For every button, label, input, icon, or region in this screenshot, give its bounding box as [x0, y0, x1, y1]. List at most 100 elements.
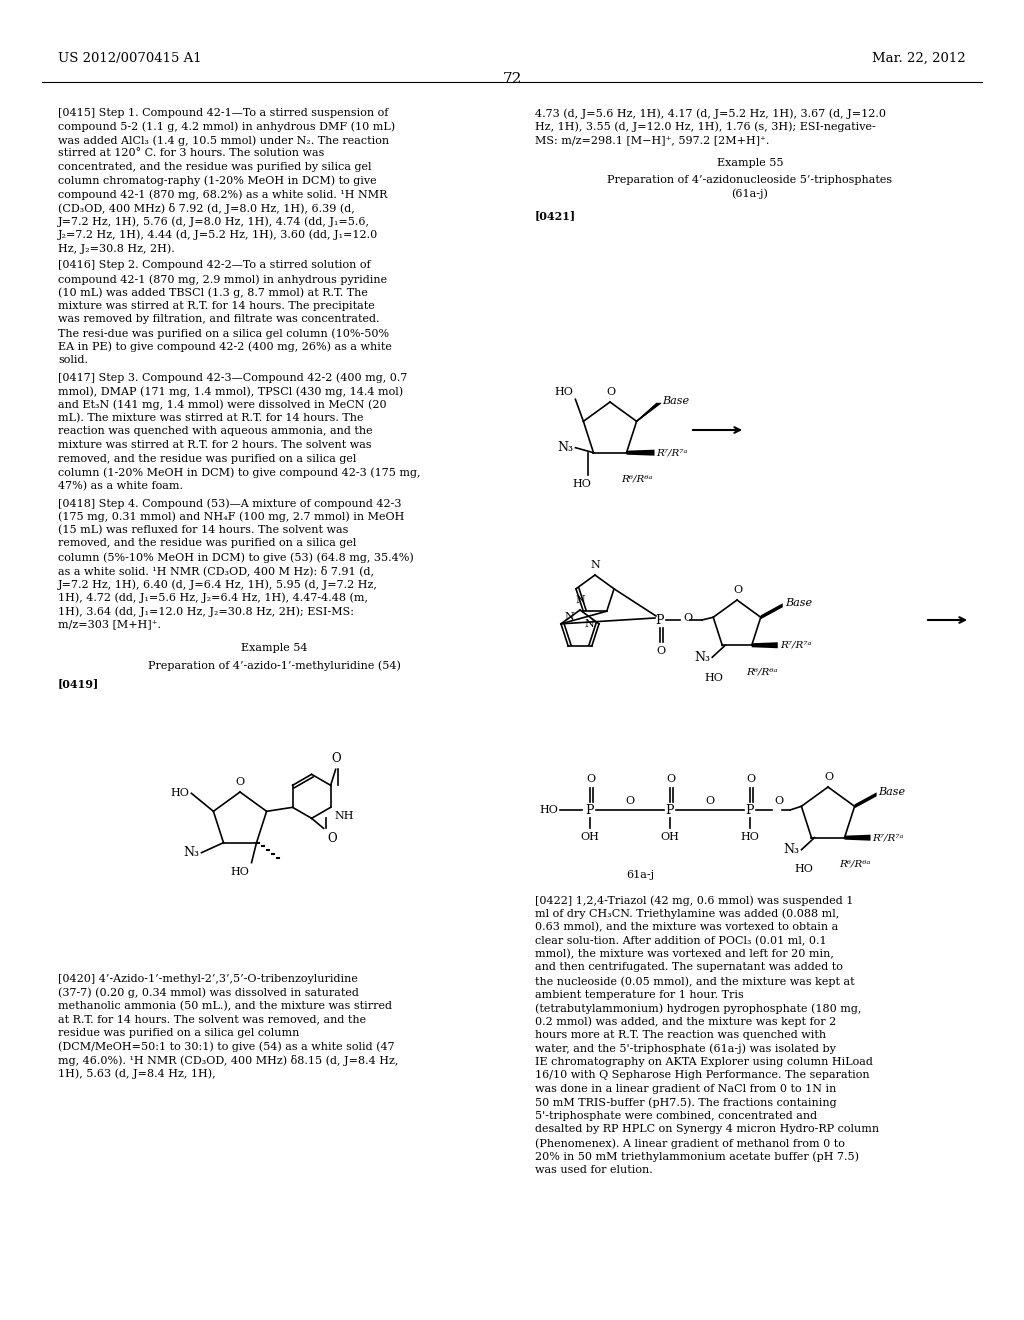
Text: mixture was stirred at R.T. for 2 hours. The solvent was: mixture was stirred at R.T. for 2 hours.… [58, 440, 372, 450]
Text: R⁷/R⁷ᵃ: R⁷/R⁷ᵃ [779, 640, 811, 649]
Text: 1H), 4.72 (dd, J₁=5.6 Hz, J₂=6.4 Hz, 1H), 4.47-4.48 (m,: 1H), 4.72 (dd, J₁=5.6 Hz, J₂=6.4 Hz, 1H)… [58, 593, 368, 603]
Text: 0.2 mmol) was added, and the mixture was kept for 2: 0.2 mmol) was added, and the mixture was… [535, 1016, 837, 1027]
Text: (Phenomenex). A linear gradient of methanol from 0 to: (Phenomenex). A linear gradient of metha… [535, 1138, 845, 1148]
Text: ml of dry CH₃CN. Triethylamine was added (0.088 ml,: ml of dry CH₃CN. Triethylamine was added… [535, 908, 840, 919]
Text: (tetrabutylammonium) hydrogen pyrophosphate (180 mg,: (tetrabutylammonium) hydrogen pyrophosph… [535, 1003, 861, 1014]
Text: desalted by RP HPLC on Synergy 4 micron Hydro-RP column: desalted by RP HPLC on Synergy 4 micron … [535, 1125, 880, 1134]
Text: Preparation of 4’-azidonucleoside 5’-triphosphates: Preparation of 4’-azidonucleoside 5’-tri… [607, 176, 893, 185]
Text: (CD₃OD, 400 M​Hz) δ 7.92 (d, J=8.0 Hz, 1H), 6.39 (d,: (CD₃OD, 400 M​Hz) δ 7.92 (d, J=8.0 Hz, 1… [58, 202, 354, 214]
Text: R⁷/R⁷ᵃ: R⁷/R⁷ᵃ [872, 833, 904, 842]
Text: 20% in 50 mM triethylammonium acetate buffer (pH 7.5): 20% in 50 mM triethylammonium acetate bu… [535, 1151, 859, 1162]
Text: HO: HO [794, 863, 813, 874]
Text: at R.T. for 14 hours. The solvent was removed, and the: at R.T. for 14 hours. The solvent was re… [58, 1014, 367, 1024]
Text: P: P [655, 614, 665, 627]
Text: [0421]: [0421] [535, 210, 577, 220]
Text: (37-7) (0.20 g, 0.34 mmol) was dissolved in saturated: (37-7) (0.20 g, 0.34 mmol) was dissolved… [58, 987, 358, 998]
Text: N: N [564, 612, 573, 623]
Text: 1H), 5.63 (d, J=8.4 Hz, 1H),: 1H), 5.63 (d, J=8.4 Hz, 1H), [58, 1068, 216, 1078]
Text: the nucleoside (0.05 mmol), and the mixture was kept at: the nucleoside (0.05 mmol), and the mixt… [535, 975, 855, 986]
Polygon shape [761, 603, 782, 619]
Text: 1H), 3.64 (dd, J₁=12.0 Hz, J₂=30.8 Hz, 2H); ESI-MS:: 1H), 3.64 (dd, J₁=12.0 Hz, J₂=30.8 Hz, 2… [58, 606, 354, 616]
Text: N: N [585, 619, 594, 628]
Text: O: O [706, 796, 715, 807]
Text: removed, and the residue was purified on a silica gel: removed, and the residue was purified on… [58, 454, 356, 463]
Text: O: O [683, 612, 692, 623]
Text: HO: HO [572, 479, 591, 488]
Text: hours more at R.T. The reaction was quenched with: hours more at R.T. The reaction was quen… [535, 1030, 826, 1040]
Text: (175 mg, 0.31 mmol) and NH₄F (100 mg, 2.7 mmol) in MeOH: (175 mg, 0.31 mmol) and NH₄F (100 mg, 2.… [58, 511, 404, 523]
Text: mmol), the mixture was vortexed and left for 20 min,: mmol), the mixture was vortexed and left… [535, 949, 834, 960]
Text: reaction was quenched with aqueous ammonia, and the: reaction was quenched with aqueous ammon… [58, 426, 373, 437]
Text: O: O [774, 796, 783, 807]
Text: mmol), DMAP (171 mg, 1.4 mmol), TPSCl (430 mg, 14.4 mol): mmol), DMAP (171 mg, 1.4 mmol), TPSCl (4… [58, 385, 403, 396]
Text: OH: OH [660, 832, 680, 842]
Text: residue was purified on a silica gel column: residue was purified on a silica gel col… [58, 1027, 299, 1038]
Text: O: O [667, 774, 676, 784]
Text: [0417] Step 3. Compound 42-3—Compound 42-2 (400 mg, 0.7: [0417] Step 3. Compound 42-3—Compound 42… [58, 372, 408, 383]
Text: HO: HO [740, 832, 760, 842]
Text: Base: Base [879, 787, 905, 797]
Text: m/z=303 [M+H]⁺.: m/z=303 [M+H]⁺. [58, 619, 161, 630]
Text: compound 42-1 (870 mg, 68.2%) as a white solid. ¹H NMR: compound 42-1 (870 mg, 68.2%) as a white… [58, 189, 387, 199]
Text: J₂=7.2 Hz, 1H), 4.44 (d, J=5.2 Hz, 1H), 3.60 (dd, J₁=12.0: J₂=7.2 Hz, 1H), 4.44 (d, J=5.2 Hz, 1H), … [58, 230, 378, 240]
Text: [0416] Step 2. Compound 42-2—To a stirred solution of: [0416] Step 2. Compound 42-2—To a stirre… [58, 260, 371, 271]
Text: Base: Base [663, 396, 690, 407]
Text: O: O [236, 777, 245, 787]
Text: was used for elution.: was used for elution. [535, 1166, 652, 1175]
Text: O: O [328, 833, 337, 845]
Text: O: O [746, 774, 756, 784]
Text: [0419]: [0419] [58, 678, 99, 689]
Text: was removed by filtration, and filtrate was concentrated.: was removed by filtration, and filtrate … [58, 314, 380, 325]
Text: column (5%-10% MeOH in DCM) to give (53) (64.8 mg, 35.4%): column (5%-10% MeOH in DCM) to give (53)… [58, 552, 414, 562]
Text: [0418] Step 4. Compound (53)—A mixture of compound 42-3: [0418] Step 4. Compound (53)—A mixture o… [58, 498, 401, 508]
Text: P: P [586, 804, 594, 817]
Text: [0415] Step 1. Compound 42-1—To a stirred suspension of: [0415] Step 1. Compound 42-1—To a stirre… [58, 108, 388, 117]
Text: OH: OH [581, 832, 599, 842]
Text: O: O [606, 387, 615, 397]
Text: solid.: solid. [58, 355, 88, 366]
Text: ambient temperature for 1 hour. Tris: ambient temperature for 1 hour. Tris [535, 990, 743, 999]
Text: [0420] 4’-Azido-1’-methyl-2’,3’,5’-O-tribenzoyluridine: [0420] 4’-Azido-1’-methyl-2’,3’,5’-O-tri… [58, 974, 357, 983]
Text: and then centrifugated. The supernatant was added to: and then centrifugated. The supernatant … [535, 962, 843, 973]
Text: 72: 72 [503, 73, 521, 86]
Polygon shape [855, 792, 877, 808]
Text: O: O [733, 585, 742, 595]
Text: methanolic ammonia (50 mL.), and the mixture was stirred: methanolic ammonia (50 mL.), and the mix… [58, 1001, 392, 1011]
Text: mixture was stirred at R.T. for 14 hours. The precipitate: mixture was stirred at R.T. for 14 hours… [58, 301, 375, 312]
Text: concentrated, and the residue was purified by silica gel: concentrated, and the residue was purifi… [58, 162, 372, 172]
Text: HO: HO [555, 387, 573, 397]
Text: Mar. 22, 2012: Mar. 22, 2012 [872, 51, 966, 65]
Text: 5'-triphosphate were combined, concentrated and: 5'-triphosphate were combined, concentra… [535, 1111, 817, 1121]
Text: O: O [626, 796, 635, 807]
Text: HO: HO [705, 673, 724, 684]
Text: HO: HO [230, 867, 250, 876]
Text: water, and the 5'-triphosphate (61a-j) was isolated by: water, and the 5'-triphosphate (61a-j) w… [535, 1044, 836, 1055]
Text: and Et₃N (141 mg, 1.4 mmol) were dissolved in MeCN (20: and Et₃N (141 mg, 1.4 mmol) were dissolv… [58, 400, 387, 411]
Text: 0.63 mmol), and the mixture was vortexed to obtain a: 0.63 mmol), and the mixture was vortexed… [535, 921, 839, 932]
Polygon shape [752, 643, 778, 648]
Text: O: O [587, 774, 596, 784]
Text: NH: NH [335, 812, 354, 821]
Text: N₃: N₃ [183, 846, 200, 859]
Text: MS: m/z=298.1 [M−H]⁺, 597.2 [2M+H]⁺.: MS: m/z=298.1 [M−H]⁺, 597.2 [2M+H]⁺. [535, 135, 769, 145]
Text: (DCM/MeOH=50:1 to 30:1) to give (54) as a white solid (47: (DCM/MeOH=50:1 to 30:1) to give (54) as … [58, 1041, 394, 1052]
Text: compound 5-2 (1.1 g, 4.2 mmol) in anhydrous DMF (10 mL): compound 5-2 (1.1 g, 4.2 mmol) in anhydr… [58, 121, 395, 132]
Text: HO: HO [171, 788, 189, 799]
Text: R⁶/R⁶ᵃ: R⁶/R⁶ᵃ [746, 667, 777, 676]
Text: column chromatog-raphy (1-20% MeOH in DCM) to give: column chromatog-raphy (1-20% MeOH in DC… [58, 176, 377, 186]
Text: stirred at 120° C. for 3 hours. The solution was: stirred at 120° C. for 3 hours. The solu… [58, 149, 325, 158]
Polygon shape [845, 834, 870, 841]
Polygon shape [636, 404, 660, 421]
Text: (10 mL) was added TBSCl (1.3 g, 8.7 mmol) at R.T. The: (10 mL) was added TBSCl (1.3 g, 8.7 mmol… [58, 288, 368, 298]
Text: Base: Base [784, 598, 812, 609]
Text: was done in a linear gradient of NaCl from 0 to 1N in: was done in a linear gradient of NaCl fr… [535, 1084, 837, 1094]
Polygon shape [627, 450, 654, 455]
Text: 47%) as a white foam.: 47%) as a white foam. [58, 480, 183, 491]
Text: R⁶/R⁶ᵃ: R⁶/R⁶ᵃ [621, 475, 652, 483]
Text: J=7.2 Hz, 1H), 6.40 (d, J=6.4 Hz, 1H), 5.95 (d, J=7.2 Hz,: J=7.2 Hz, 1H), 6.40 (d, J=6.4 Hz, 1H), 5… [58, 579, 378, 590]
Text: HO: HO [539, 805, 558, 814]
Text: 16/10 with Q Sepharose High Performance. The separation: 16/10 with Q Sepharose High Performance.… [535, 1071, 869, 1081]
Text: J=7.2 Hz, 1H), 5.76 (d, J=8.0 Hz, 1H), 4.74 (dd, J₁=5.6,: J=7.2 Hz, 1H), 5.76 (d, J=8.0 Hz, 1H), 4… [58, 216, 370, 227]
Text: column (1-20% MeOH in DCM) to give compound 42-3 (175 mg,: column (1-20% MeOH in DCM) to give compo… [58, 467, 421, 478]
Text: 61a-j: 61a-j [626, 870, 654, 880]
